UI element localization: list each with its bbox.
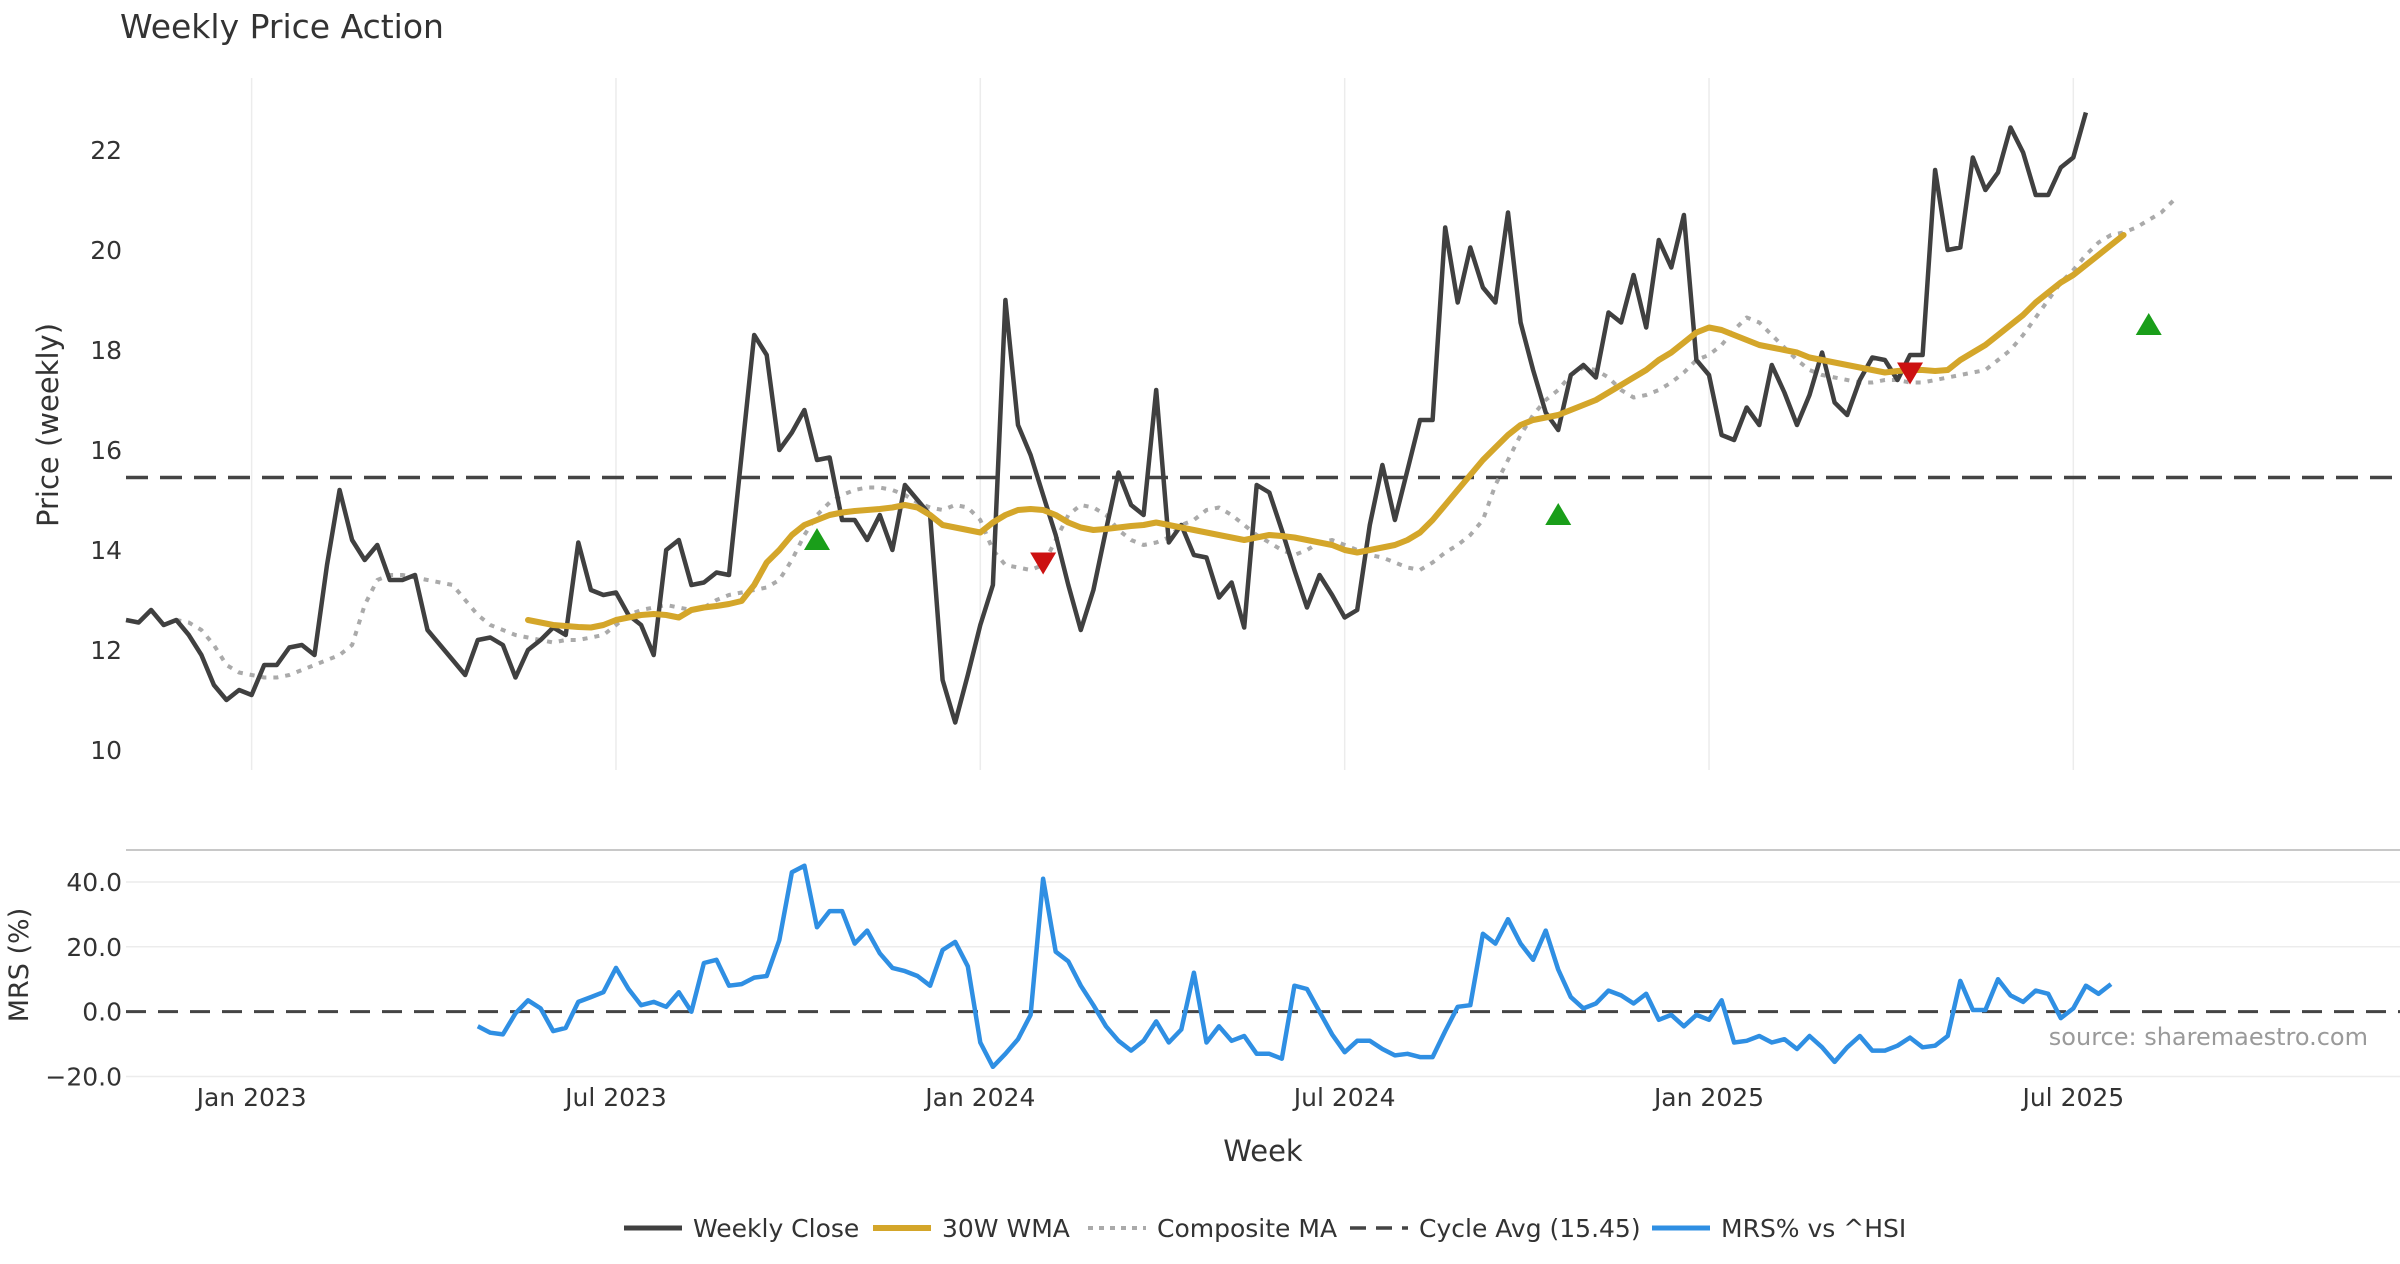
signal-markers <box>803 313 2162 575</box>
legend-label: Weekly Close <box>693 1214 859 1243</box>
price-y-tick-label: 14 <box>90 536 122 565</box>
price-y-tick-label: 20 <box>90 236 122 265</box>
mrs-y-tick-label: 20.0 <box>66 933 122 962</box>
legend: Weekly Close 30W WMA Composite MA Cycle Avg… <box>624 1214 1906 1243</box>
price-series <box>125 111 2400 725</box>
mrs-y-tick-label: 40.0 <box>66 868 122 897</box>
price-y-ticks: 10 12 14 16 18 20 22 <box>90 136 122 765</box>
x-ticks: Jan 2023 Jul 2023 Jan 2024 Jul 2024 Jan 2025… <box>195 1083 2125 1112</box>
x-tick-label: Jul 2024 <box>1292 1083 1396 1112</box>
x-tick-label: Jul 2023 <box>563 1083 667 1112</box>
mrs-line <box>476 863 2113 1070</box>
x-tick-label: Jul 2025 <box>2020 1083 2124 1112</box>
mrs-y-ticks: 40.0 20.0 0.0 −20.0 <box>45 868 122 1092</box>
mrs-grid <box>126 881 2400 1078</box>
price-y-tick-label: 18 <box>90 336 122 365</box>
x-tick-label: Jan 2025 <box>1652 1083 1764 1112</box>
price-y-tick-label: 22 <box>90 136 122 165</box>
mrs-y-tick-label: 0.0 <box>82 998 122 1027</box>
x-axis-label: Week <box>1223 1134 1303 1168</box>
price-y-tick-label: 10 <box>90 736 122 765</box>
price-y-axis-label: Price (weekly) <box>31 323 65 527</box>
watermark: source: sharemaestro.com <box>2049 1023 2368 1051</box>
x-tick-label: Jan 2024 <box>923 1083 1035 1112</box>
x-tick-label: Jan 2023 <box>195 1083 307 1112</box>
buy-signal-marker <box>803 528 830 550</box>
chart-title: Weekly Price Action <box>120 7 444 46</box>
mrs-series <box>126 863 2400 1070</box>
sell-signal-marker <box>1030 552 1057 575</box>
price-grid <box>250 78 2075 770</box>
mrs-y-axis-label: MRS (%) <box>4 908 35 1023</box>
legend-label: 30W WMA <box>942 1214 1070 1243</box>
legend-label: Composite MA <box>1157 1214 1337 1243</box>
buy-signal-marker <box>2135 313 2162 335</box>
legend-label: MRS% vs ^HSI <box>1721 1214 1906 1243</box>
mrs-y-tick-label: −20.0 <box>45 1063 122 1092</box>
price-y-tick-label: 12 <box>90 636 122 665</box>
buy-signal-marker <box>1545 503 1572 525</box>
wma-30w-line <box>525 232 2127 631</box>
legend-label: Cycle Avg (15.45) <box>1419 1214 1641 1243</box>
sell-signal-marker <box>1897 362 1924 385</box>
price-y-tick-label: 16 <box>90 436 122 465</box>
